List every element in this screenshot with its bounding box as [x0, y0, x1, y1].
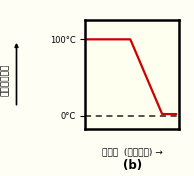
Text: (b): (b)	[123, 159, 142, 172]
Text: समय  (मिनट) →: समय (मिनट) →	[102, 147, 163, 156]
Text: तापमान: तापमान	[1, 64, 10, 96]
